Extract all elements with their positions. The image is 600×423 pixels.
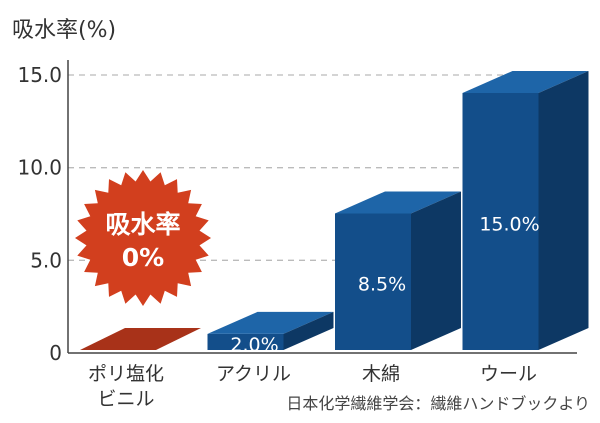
bar-1: 2.0% (207, 311, 334, 356)
badge-line-1: 吸水率 (105, 210, 180, 239)
bar-top-face (207, 311, 334, 334)
category-label: ウール (480, 363, 537, 385)
category-label: 木綿 (362, 363, 400, 385)
category-label: ポリ塩化 (88, 363, 164, 385)
bar-value-label: 8.5% (358, 274, 406, 296)
badge-line-2: 0% (122, 243, 164, 272)
source-note: 日本化学繊維学会：繊維ハンドブックより (286, 394, 590, 413)
bar-top-face (462, 71, 589, 93)
y-tick-label: 0 (49, 341, 62, 365)
bar-front-face (207, 333, 284, 350)
bar-side-face (283, 311, 334, 350)
bar-front-face (462, 93, 539, 350)
y-tick-label: 10.0 (17, 156, 62, 180)
grid-lines (67, 60, 577, 354)
bar-top-face (335, 191, 461, 214)
bar-side-face (411, 191, 461, 350)
category-label: ビニル (97, 388, 154, 410)
y-tick-label: 15.0 (17, 63, 62, 87)
y-tick-labels: 0 5.0 10.0 15.0 (17, 63, 62, 365)
bar-2: 8.5% (335, 191, 461, 350)
bar-0 (80, 328, 201, 350)
zero-highlight-badge: 吸水率 0% (75, 170, 211, 306)
bar-front-face (335, 213, 411, 350)
bar-value-label: 15.0% (479, 214, 539, 236)
bar-value-label: 2.0% (230, 334, 278, 356)
bar-top-face (80, 328, 201, 350)
bar-3: 15.0% (462, 71, 589, 350)
y-axis-label: 吸水率(%) (12, 18, 116, 43)
y-tick-label: 5.0 (30, 248, 62, 272)
bar-side-face (538, 71, 589, 350)
bars: 2.0% 8.5% 15.0% (80, 71, 589, 356)
starburst-shape (75, 170, 211, 306)
category-label: アクリル (216, 363, 291, 385)
